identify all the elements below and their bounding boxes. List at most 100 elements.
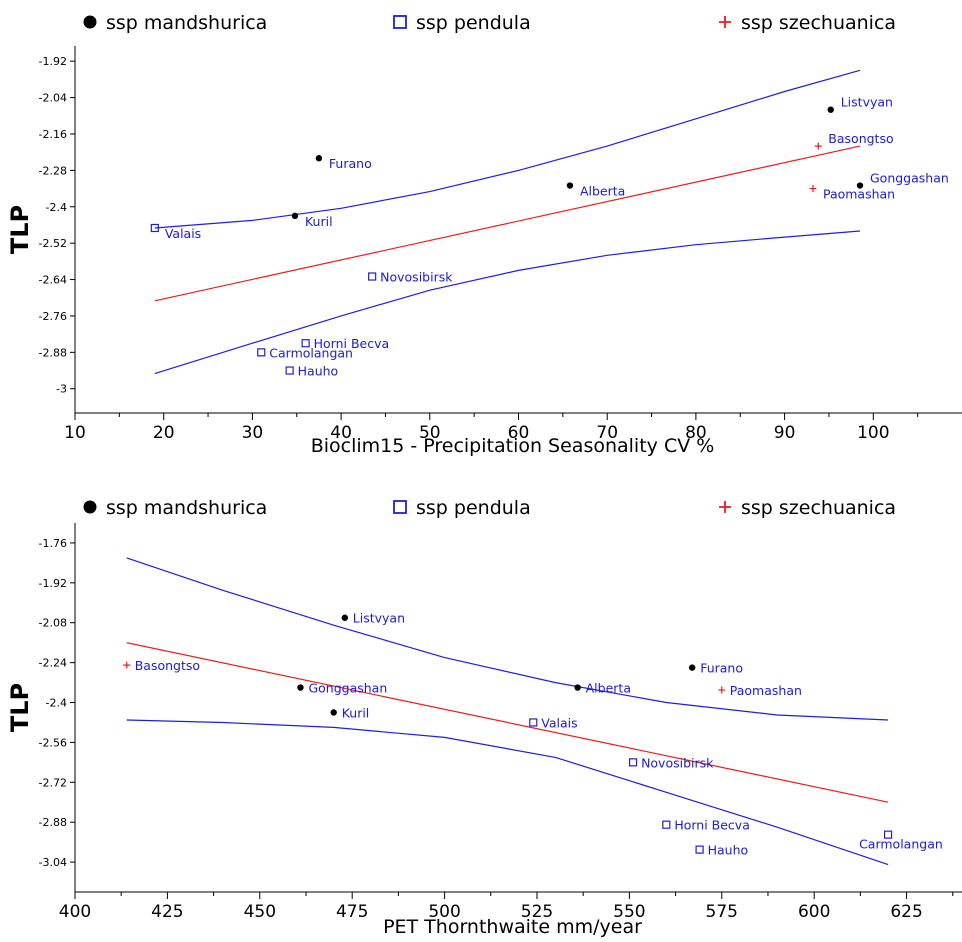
confidence-band-upper <box>126 557 889 721</box>
data-point <box>301 339 310 348</box>
y-tick-label: -1.92 <box>39 577 67 590</box>
confidence-band-lower <box>154 230 861 375</box>
data-point-label: Valais <box>541 715 577 730</box>
legend-marker-plus <box>719 16 731 28</box>
y-tick-label: -3 <box>56 383 67 396</box>
data-point-label: Alberta <box>580 184 625 199</box>
data-point <box>529 718 538 727</box>
data-point-label: Carmolangan <box>859 837 943 852</box>
data-point-label: Novosibirsk <box>380 270 453 285</box>
y-tick-label: -2.4 <box>46 201 67 214</box>
y-tick-label: -1.76 <box>39 537 67 550</box>
data-point <box>662 820 671 829</box>
legend-marker-square <box>393 15 407 29</box>
data-point <box>297 684 304 691</box>
data-point-label: Furano <box>700 661 743 676</box>
x-tick-label: 400 <box>59 902 91 922</box>
legend-marker-square <box>393 500 407 514</box>
data-point-label: Gonggashan <box>870 171 949 186</box>
data-point <box>827 106 834 113</box>
x-tick-label: 90 <box>774 423 796 443</box>
x-tick-label: 475 <box>336 902 368 922</box>
data-point <box>150 223 159 233</box>
data-point-label: Basongtso <box>135 658 200 673</box>
data-point <box>123 661 131 669</box>
x-axis-label: PET Thornthwaite mm/year <box>383 916 642 938</box>
data-point <box>856 182 864 189</box>
x-tick-label: 450 <box>244 902 276 922</box>
legend-label: ssp szechuanica <box>741 12 896 34</box>
x-tick-label: 70 <box>596 423 618 443</box>
x-tick-label: 550 <box>613 902 645 922</box>
x-tick-label: 80 <box>685 423 707 443</box>
x-tick-label: 100 <box>857 423 889 443</box>
data-point-label: Listvyan <box>353 611 405 626</box>
x-tick-label: 600 <box>798 902 830 922</box>
legend-label: ssp pendula <box>416 12 531 34</box>
x-tick-label: 500 <box>428 902 460 922</box>
data-point-label: Paomashan <box>730 683 802 698</box>
x-tick-label: 20 <box>153 423 175 443</box>
y-tick-label: -2.28 <box>39 164 67 177</box>
x-tick-label: 30 <box>242 423 264 443</box>
y-tick-label: -2.56 <box>39 736 67 749</box>
data-point <box>628 758 638 767</box>
confidence-band-lower <box>126 719 889 866</box>
data-point <box>814 142 822 150</box>
data-point-label: Hauho <box>708 843 749 858</box>
legend-label: ssp pendula <box>416 497 531 519</box>
regression-line <box>126 642 889 803</box>
data-point <box>330 709 337 716</box>
data-point <box>883 830 893 839</box>
y-tick-label: -2.4 <box>46 697 67 710</box>
data-point-label: Carmolangan <box>269 345 353 360</box>
y-tick-label: -2.88 <box>39 816 67 829</box>
confidence-band-upper <box>154 69 861 229</box>
data-point-label: Horni Becva <box>674 818 750 833</box>
x-tick-label: 625 <box>890 902 922 922</box>
x-tick-label: 525 <box>521 902 553 922</box>
y-axis-label: TLP <box>6 205 34 254</box>
data-point <box>718 686 726 694</box>
data-point-label: Basongtso <box>828 131 893 146</box>
data-point-label: Kuril <box>305 214 333 229</box>
legend-marker-dot <box>83 500 97 514</box>
data-point-label: Alberta <box>586 681 631 696</box>
y-tick-label: -2.04 <box>39 92 67 105</box>
data-point-label: Novosibirsk <box>641 755 714 770</box>
regression-line <box>154 145 861 302</box>
data-point-label: Horni Becva <box>314 336 390 351</box>
data-point-label: Paomashan <box>823 187 895 202</box>
x-tick-label: 50 <box>419 423 441 443</box>
y-tick-label: -2.76 <box>39 310 67 323</box>
data-point <box>285 366 294 375</box>
x-tick-label: 425 <box>151 902 183 922</box>
chart-panel-precipitation: ssp mandshurica ssp pendula ssp szechuanic… <box>6 12 962 457</box>
data-point-label: Kuril <box>342 705 370 720</box>
y-tick-label: -2.64 <box>39 274 67 287</box>
y-axis-label: TLP <box>6 683 34 732</box>
y-tick-label: -2.08 <box>39 617 67 630</box>
x-tick-label: 60 <box>508 423 530 443</box>
chart-panel-pet: ssp mandshurica ssp pendula ssp szechuanic… <box>6 497 962 938</box>
data-point <box>689 664 696 671</box>
x-tick-label: 575 <box>706 902 738 922</box>
legend-label: ssp szechuanica <box>741 497 896 519</box>
x-tick-label: 10 <box>64 423 86 443</box>
data-point-label: Furano <box>329 156 372 171</box>
y-tick-label: -2.72 <box>39 776 67 789</box>
legend-label: ssp mandshurica <box>106 12 267 34</box>
data-point-label: Valais <box>165 226 201 241</box>
y-tick-label: -2.52 <box>39 237 67 250</box>
data-point-label: Listvyan <box>841 95 893 110</box>
legend-label: ssp mandshurica <box>106 497 267 519</box>
data-point <box>368 272 377 281</box>
data-point-label: Hauho <box>298 364 339 379</box>
y-tick-label: -2.24 <box>39 657 67 670</box>
x-tick-label: 40 <box>330 423 352 443</box>
y-tick-label: -3.04 <box>39 856 67 869</box>
data-point <box>566 182 574 189</box>
legend-marker-plus <box>719 501 731 513</box>
data-point <box>695 845 704 854</box>
